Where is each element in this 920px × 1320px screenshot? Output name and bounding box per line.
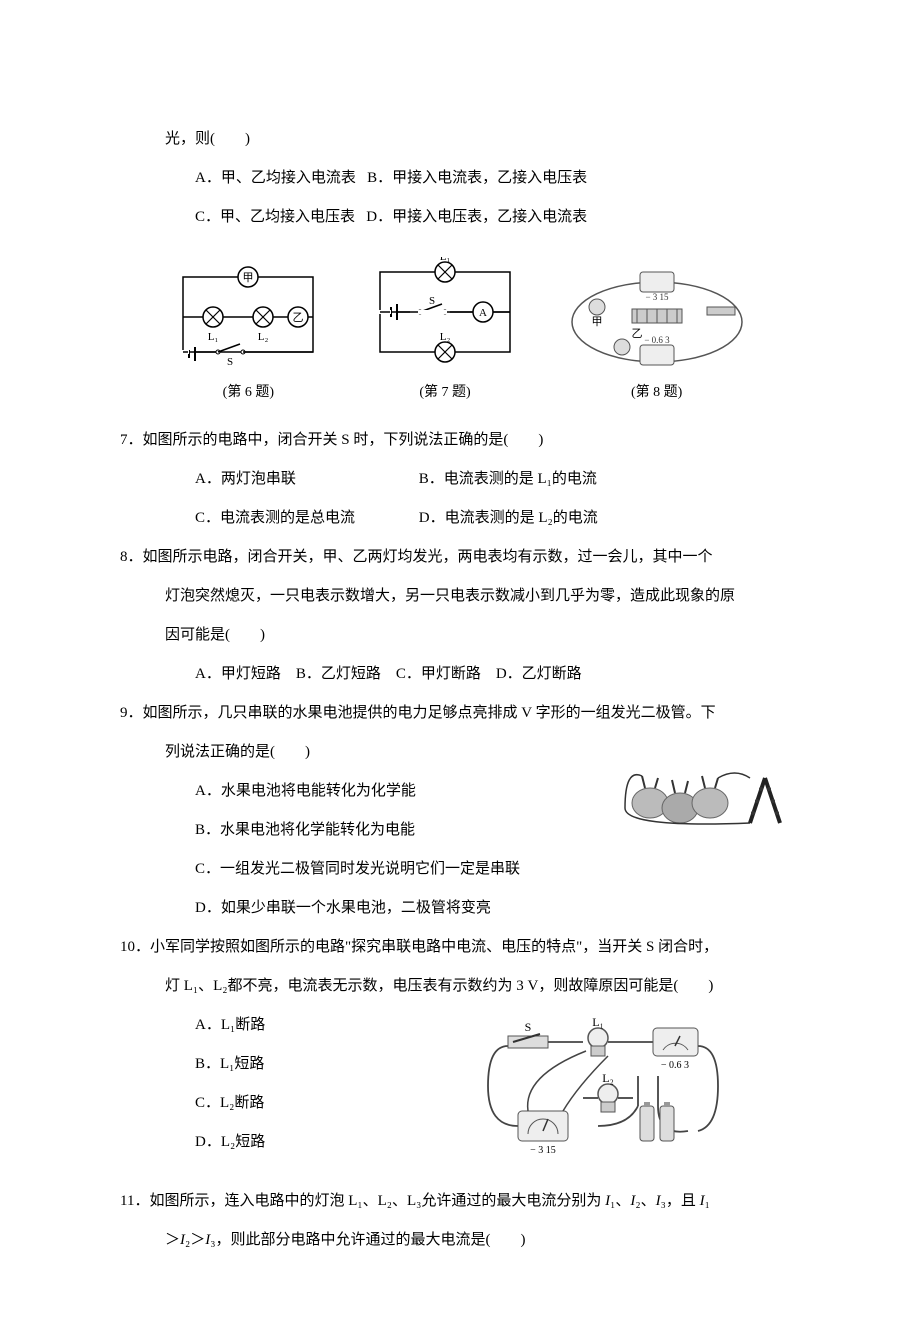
q6-options-row2: C．甲、乙均接入电压表 D．甲接入电压表，乙接入电流表 (195, 198, 800, 237)
q10-optA: A．L₁断路 (195, 1006, 395, 1045)
fig7-S: S (429, 295, 435, 307)
fig6-L1: L₁ (208, 331, 219, 343)
q9-optD: D．如果少串联一个水果电池，二极管将变亮 (195, 889, 800, 928)
circuit-8-svg: − 3 15 − 0.6 3 甲 乙 (562, 267, 752, 367)
q8-stem2: 灯泡突然熄灭，一只电表示数增大，另一只电表示数减小到几乎为零，造成此现象的原 (165, 577, 800, 616)
fig6-jia: 甲 (243, 272, 254, 284)
figure-8: − 3 15 − 0.6 3 甲 乙 (第 8 题) (562, 267, 752, 411)
q10-fig-a-scale: − 0.6 3 (660, 1060, 688, 1071)
q6-optD: D．甲接入电压表，乙接入电流表 (366, 209, 587, 225)
q8-stem3: 因可能是( ) (165, 616, 800, 655)
q7-optC: C．电流表测的是总电流 (195, 499, 415, 538)
q10-figure: S L₁ − 0.6 3 L₂ − 3 15 (395, 1006, 800, 1156)
q10-stem2: 灯 L₁、L₂都不亮，电流表无示数，电压表有示数约为 3 V，则故障原因可能是(… (165, 967, 800, 1006)
q7-row2: C．电流表测的是总电流 D．电流表测的是 L₂的电流 (195, 499, 800, 538)
q9-stem1: 9．如图所示，几只串联的水果电池提供的电力足够点亮排成 V 字形的一组发光二极管… (120, 694, 800, 733)
q6-optC: C．甲、乙均接入电压表 (195, 209, 355, 225)
q11-stem1: 11．如图所示，连入电路中的灯泡 L₁、L₂、L₃允许通过的最大电流分别为 I₁… (120, 1182, 800, 1221)
fig6-caption: (第 6 题) (223, 375, 274, 411)
circuit-6-svg: 甲 L₁ L₂ 乙 S (168, 262, 328, 367)
q6-options-row1: A．甲、乙均接入电流表 B．甲接入电流表，乙接入电压表 (195, 159, 800, 198)
q10-fig-L2: L₂ (602, 1071, 614, 1085)
fig6-yi: 乙 (293, 311, 304, 324)
q10-fig-L1: L₁ (592, 1015, 604, 1029)
q10-stem1: 10．小军同学按照如图所示的电路"探究串联电路中电流、电压的特点"，当开关 S … (120, 928, 800, 967)
q7-optA: A．两灯泡串联 (195, 460, 415, 499)
fig7-caption: (第 7 题) (419, 375, 470, 411)
q6-tail: 光，则( ) (165, 120, 800, 159)
q6-optB: B．甲接入电流表，乙接入电压表 (367, 170, 587, 186)
q11-stem2: ＞I₂＞I₃，则此部分电路中允许通过的最大电流是( ) (165, 1221, 800, 1260)
fig8-caption: (第 8 题) (631, 375, 682, 411)
q10-body: A．L₁断路 B．L₁短路 C．L₂断路 D．L₂短路 S L₁ (195, 1006, 800, 1162)
q10-optB: B．L₁短路 (195, 1045, 395, 1084)
q7-optB: B．电流表测的是 L₁的电流 (419, 471, 597, 487)
svg-text:− 3 15: − 3 15 (645, 292, 669, 302)
fig6-S: S (227, 356, 233, 367)
q7-optD: D．电流表测的是 L₂的电流 (419, 510, 598, 526)
fig7-L2: L₂ (440, 331, 451, 343)
figure-7: L₁ S A L₂ (第 7 题) (365, 257, 525, 411)
q10-optC: C．L₂断路 (195, 1084, 395, 1123)
fig7-L1: L₁ (440, 257, 451, 263)
fig7-A: A (479, 307, 487, 319)
fig6-L2: L₂ (258, 331, 269, 343)
svg-text:乙: 乙 (631, 327, 642, 340)
figure-row-678: 甲 L₁ L₂ 乙 S (150, 257, 770, 411)
circuit-7-svg: L₁ S A L₂ (365, 257, 525, 367)
q9-optC: C．一组发光二极管同时发光说明它们一定是串联 (195, 850, 800, 889)
figure-6: 甲 L₁ L₂ 乙 S (168, 262, 328, 411)
q7-stem: 7．如图所示的电路中，闭合开关 S 时，下列说法正确的是( ) (120, 421, 800, 460)
q6-optA: A．甲、乙均接入电流表 (195, 170, 356, 186)
q8-opts: A．甲灯短路 B．乙灯短路 C．甲灯断路 D．乙灯断路 (195, 655, 800, 694)
q10-optD: D．L₂短路 (195, 1123, 395, 1162)
q10-fig-v-scale: − 3 15 (530, 1145, 556, 1156)
q9-figure (620, 738, 790, 849)
svg-text:− 0.6 3: − 0.6 3 (644, 335, 670, 345)
q8-stem1: 8．如图所示电路，闭合开关，甲、乙两灯均发光，两电表均有示数，过一会儿，其中一个 (120, 538, 800, 577)
q10-fig-S: S (524, 1020, 531, 1034)
svg-text:甲: 甲 (591, 316, 602, 328)
q7-row1: A．两灯泡串联 B．电流表测的是 L₁的电流 (195, 460, 800, 499)
q9-body: 列说法正确的是( ) A．水果电池将电能转化为化学能 B．水果电池将化学能转化为… (165, 733, 800, 928)
